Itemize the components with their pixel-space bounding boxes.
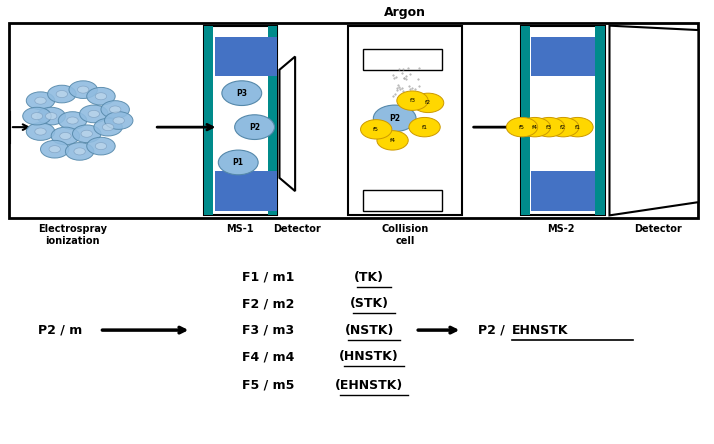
Text: F2 / m2: F2 / m2 bbox=[242, 297, 294, 310]
Text: f5: f5 bbox=[373, 127, 379, 132]
Bar bbox=[215, 171, 276, 211]
Text: F3 / m3: F3 / m3 bbox=[242, 324, 294, 337]
Text: f3: f3 bbox=[409, 98, 416, 103]
Bar bbox=[363, 48, 442, 70]
Circle shape bbox=[506, 117, 538, 137]
Circle shape bbox=[397, 91, 428, 111]
Text: P2 / m: P2 / m bbox=[38, 324, 82, 337]
Circle shape bbox=[78, 86, 89, 93]
Circle shape bbox=[69, 81, 97, 99]
Text: (EHNSTK): (EHNSTK) bbox=[335, 379, 403, 392]
Text: f2: f2 bbox=[560, 125, 566, 130]
Circle shape bbox=[46, 113, 57, 119]
Text: P3: P3 bbox=[236, 89, 247, 98]
Polygon shape bbox=[279, 56, 295, 191]
Text: f4: f4 bbox=[532, 125, 538, 130]
Bar bbox=[595, 26, 605, 215]
Circle shape bbox=[66, 143, 94, 160]
Circle shape bbox=[95, 143, 106, 150]
Text: P2: P2 bbox=[389, 114, 400, 123]
Bar bbox=[215, 37, 276, 76]
Bar bbox=[204, 26, 213, 215]
Circle shape bbox=[104, 112, 133, 129]
Circle shape bbox=[361, 119, 392, 139]
Bar bbox=[9, 24, 698, 218]
Circle shape bbox=[409, 117, 441, 137]
Bar bbox=[521, 26, 530, 215]
Circle shape bbox=[95, 93, 106, 100]
Circle shape bbox=[377, 131, 408, 150]
Circle shape bbox=[102, 123, 114, 131]
Text: F1 / m1: F1 / m1 bbox=[242, 271, 294, 284]
Bar bbox=[521, 26, 605, 215]
Circle shape bbox=[60, 132, 71, 139]
Bar bbox=[204, 26, 277, 215]
Circle shape bbox=[109, 106, 121, 113]
Circle shape bbox=[222, 81, 262, 106]
Text: Detector: Detector bbox=[634, 224, 682, 234]
Circle shape bbox=[23, 107, 51, 125]
Text: f3: f3 bbox=[546, 125, 552, 130]
Circle shape bbox=[31, 113, 43, 119]
Text: (NSTK): (NSTK) bbox=[344, 324, 394, 337]
Text: P2: P2 bbox=[249, 123, 260, 131]
Text: MS-2: MS-2 bbox=[548, 224, 575, 234]
Circle shape bbox=[35, 97, 46, 104]
Circle shape bbox=[26, 123, 55, 140]
Circle shape bbox=[101, 101, 129, 118]
Text: f2: f2 bbox=[425, 100, 431, 105]
Circle shape bbox=[413, 93, 444, 113]
Text: f1: f1 bbox=[575, 125, 580, 130]
Circle shape bbox=[26, 92, 55, 110]
Text: Collision
cell: Collision cell bbox=[382, 224, 429, 246]
Circle shape bbox=[81, 130, 92, 137]
Text: F4 / m4: F4 / m4 bbox=[242, 350, 294, 363]
Circle shape bbox=[73, 125, 101, 143]
Circle shape bbox=[86, 137, 115, 155]
Circle shape bbox=[235, 115, 274, 139]
Circle shape bbox=[48, 85, 76, 103]
Text: f1: f1 bbox=[421, 125, 428, 130]
Circle shape bbox=[51, 127, 80, 145]
Bar bbox=[531, 171, 595, 211]
Text: f5: f5 bbox=[519, 125, 525, 130]
Circle shape bbox=[88, 111, 99, 117]
Bar bbox=[363, 190, 442, 211]
Text: Argon: Argon bbox=[384, 6, 426, 19]
Bar bbox=[268, 26, 277, 215]
Circle shape bbox=[86, 87, 115, 105]
Text: EHNSTK: EHNSTK bbox=[512, 324, 568, 337]
Circle shape bbox=[519, 117, 550, 137]
Text: Electrospray
ionization: Electrospray ionization bbox=[38, 224, 107, 246]
Circle shape bbox=[67, 117, 79, 124]
Text: Detector: Detector bbox=[273, 224, 321, 234]
Text: (TK): (TK) bbox=[354, 271, 384, 284]
Circle shape bbox=[548, 117, 579, 137]
Bar bbox=[348, 26, 462, 215]
Text: P2 /: P2 / bbox=[478, 324, 509, 337]
Text: (STK): (STK) bbox=[350, 297, 388, 310]
Circle shape bbox=[49, 146, 61, 153]
Circle shape bbox=[113, 117, 124, 124]
Circle shape bbox=[373, 105, 416, 131]
Circle shape bbox=[56, 91, 68, 98]
Bar bbox=[531, 37, 595, 76]
Circle shape bbox=[562, 117, 593, 137]
Circle shape bbox=[80, 105, 108, 123]
Circle shape bbox=[533, 117, 565, 137]
Circle shape bbox=[37, 107, 66, 125]
Text: P1: P1 bbox=[233, 158, 243, 167]
Text: MS-1: MS-1 bbox=[226, 224, 253, 234]
Text: f4: f4 bbox=[390, 138, 396, 143]
Polygon shape bbox=[610, 26, 698, 215]
Circle shape bbox=[41, 140, 69, 158]
Text: F5 / m5: F5 / m5 bbox=[242, 379, 294, 392]
Circle shape bbox=[35, 128, 46, 135]
Text: (HNSTK): (HNSTK) bbox=[339, 350, 399, 363]
Circle shape bbox=[94, 118, 122, 136]
Circle shape bbox=[218, 150, 258, 175]
Circle shape bbox=[59, 112, 86, 129]
Circle shape bbox=[74, 148, 85, 155]
